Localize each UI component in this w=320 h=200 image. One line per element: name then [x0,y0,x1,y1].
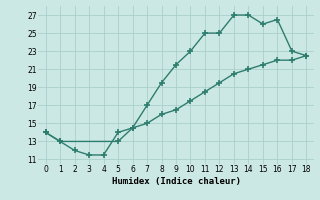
X-axis label: Humidex (Indice chaleur): Humidex (Indice chaleur) [111,177,241,186]
